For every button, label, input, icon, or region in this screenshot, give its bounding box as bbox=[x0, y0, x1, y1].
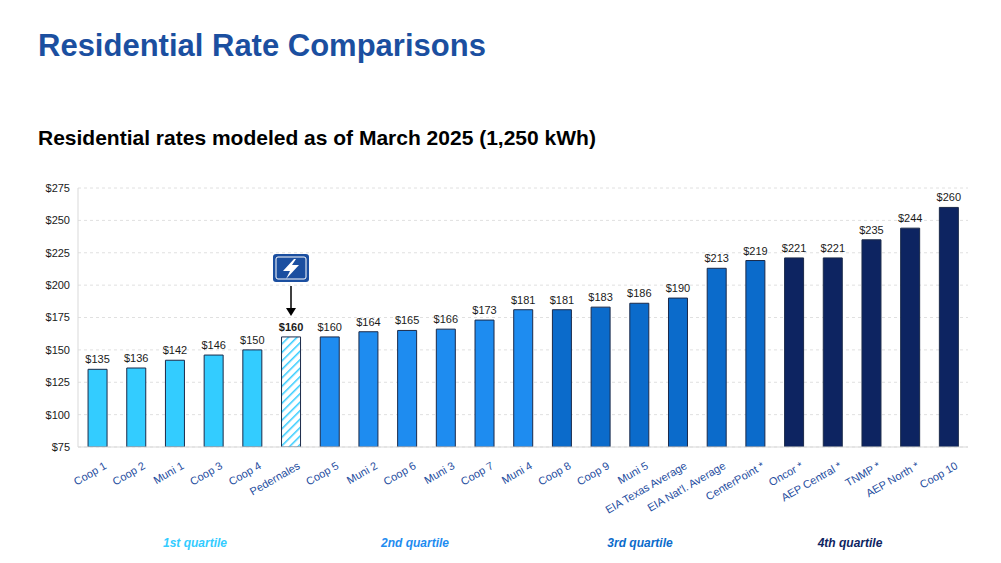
svg-text:Muni 2: Muni 2 bbox=[345, 459, 380, 486]
svg-text:$181: $181 bbox=[550, 294, 574, 306]
svg-text:Coop 5: Coop 5 bbox=[304, 459, 341, 487]
svg-text:$160: $160 bbox=[317, 321, 341, 333]
html-text:2nd quartile: 2nd quartile bbox=[381, 536, 449, 550]
svg-text:$150: $150 bbox=[46, 344, 70, 356]
svg-text:$165: $165 bbox=[395, 314, 419, 326]
svg-text:Coop 8: Coop 8 bbox=[536, 459, 573, 487]
svg-text:Muni 4: Muni 4 bbox=[499, 459, 534, 486]
svg-text:Coop 7: Coop 7 bbox=[459, 459, 496, 487]
svg-text:$146: $146 bbox=[201, 339, 225, 351]
svg-text:TNMP *: TNMP * bbox=[843, 459, 883, 489]
html-text:Residential rates modeled as o: Residential rates modeled as of March 20… bbox=[38, 126, 596, 149]
svg-text:$166: $166 bbox=[434, 313, 458, 325]
svg-text:Oncor *: Oncor * bbox=[766, 459, 805, 489]
svg-text:EIA Texas Average: EIA Texas Average bbox=[603, 459, 689, 516]
svg-text:$160: $160 bbox=[279, 321, 303, 333]
html-text:1st quartile: 1st quartile bbox=[163, 536, 227, 550]
svg-text:$235: $235 bbox=[859, 224, 883, 236]
svg-text:$164: $164 bbox=[356, 316, 380, 328]
svg-text:$275: $275 bbox=[46, 182, 70, 194]
svg-text:Coop 9: Coop 9 bbox=[575, 459, 612, 487]
svg-text:$250: $250 bbox=[46, 214, 70, 226]
svg-text:$150: $150 bbox=[240, 334, 264, 346]
svg-text:AEP North *: AEP North * bbox=[864, 459, 922, 499]
svg-text:$175: $175 bbox=[46, 311, 70, 323]
svg-text:CenterPoint *: CenterPoint * bbox=[704, 459, 767, 502]
svg-text:Coop 4: Coop 4 bbox=[226, 459, 264, 488]
svg-text:$125: $125 bbox=[46, 376, 70, 388]
svg-text:Coop 1: Coop 1 bbox=[72, 459, 109, 487]
html-text:3rd quartile: 3rd quartile bbox=[607, 536, 673, 550]
svg-text:$213: $213 bbox=[704, 252, 728, 264]
svg-text:EIA Nat'l. Average: EIA Nat'l. Average bbox=[645, 459, 728, 514]
svg-text:Pedernales: Pedernales bbox=[248, 459, 303, 497]
svg-text:$142: $142 bbox=[163, 344, 187, 356]
svg-text:$244: $244 bbox=[898, 212, 922, 224]
svg-text:Coop 10: Coop 10 bbox=[918, 459, 960, 490]
svg-text:Muni 3: Muni 3 bbox=[422, 459, 457, 486]
svg-text:$221: $221 bbox=[821, 242, 845, 254]
svg-text:Muni 5: Muni 5 bbox=[615, 459, 651, 487]
svg-text:$183: $183 bbox=[588, 291, 612, 303]
svg-text:Coop 2: Coop 2 bbox=[110, 459, 147, 487]
svg-text:$181: $181 bbox=[511, 294, 535, 306]
svg-text:Coop 3: Coop 3 bbox=[188, 459, 225, 487]
svg-text:$100: $100 bbox=[46, 409, 70, 421]
html-text:Residential Rate Comparisons: Residential Rate Comparisons bbox=[38, 28, 486, 63]
svg-text:$190: $190 bbox=[666, 282, 690, 294]
svg-text:$260: $260 bbox=[937, 191, 961, 203]
svg-text:$225: $225 bbox=[46, 247, 70, 259]
svg-text:$136: $136 bbox=[124, 352, 148, 364]
svg-text:Coop 6: Coop 6 bbox=[381, 459, 418, 487]
svg-text:$200: $200 bbox=[46, 279, 70, 291]
svg-text:$221: $221 bbox=[782, 242, 806, 254]
svg-text:Muni 1: Muni 1 bbox=[151, 459, 186, 486]
svg-text:AEP Central *: AEP Central * bbox=[779, 459, 844, 504]
svg-text:$219: $219 bbox=[743, 245, 767, 257]
svg-text:$135: $135 bbox=[85, 353, 109, 365]
svg-text:$186: $186 bbox=[627, 287, 651, 299]
svg-text:$173: $173 bbox=[472, 304, 496, 316]
html-text:4th quartile: 4th quartile bbox=[817, 536, 883, 550]
svg-text:$75: $75 bbox=[52, 441, 70, 453]
